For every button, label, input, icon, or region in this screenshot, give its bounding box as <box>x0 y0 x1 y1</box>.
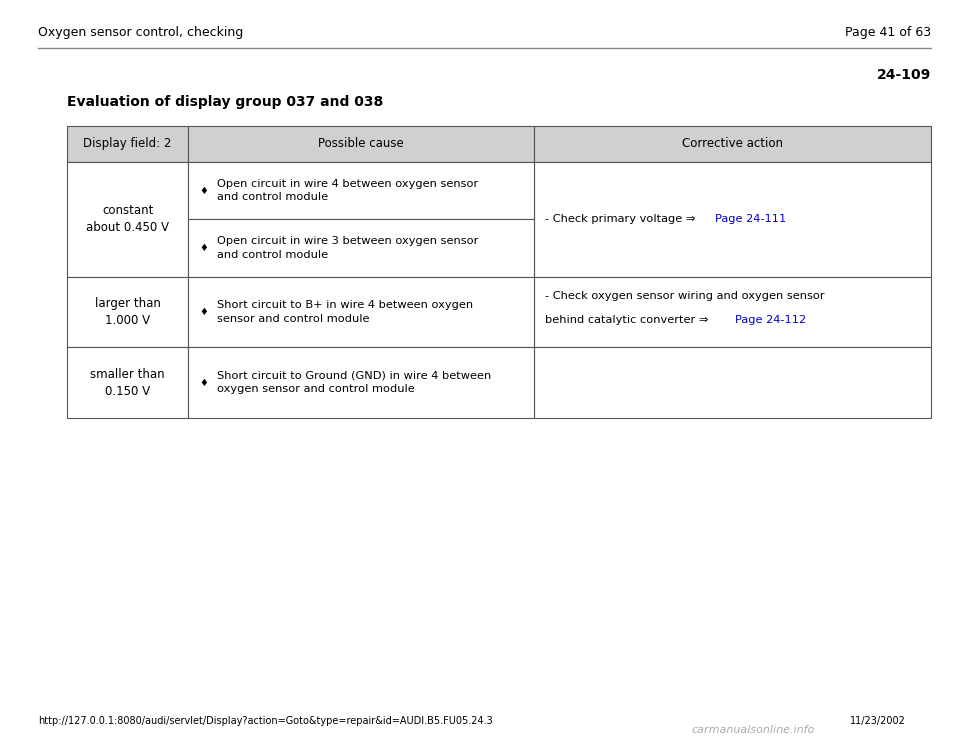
Text: Page 24-111: Page 24-111 <box>715 214 786 224</box>
Text: Possible cause: Possible cause <box>318 137 404 151</box>
FancyBboxPatch shape <box>534 162 931 277</box>
FancyBboxPatch shape <box>534 347 931 418</box>
Text: carmanualsonline.info: carmanualsonline.info <box>691 725 814 735</box>
Text: smaller than
0.150 V: smaller than 0.150 V <box>90 367 165 398</box>
Text: - Check primary voltage ⇒: - Check primary voltage ⇒ <box>545 214 699 224</box>
FancyBboxPatch shape <box>67 162 188 277</box>
Text: Display field: 2: Display field: 2 <box>84 137 172 151</box>
FancyBboxPatch shape <box>534 277 931 347</box>
FancyBboxPatch shape <box>534 126 931 162</box>
Text: ♦: ♦ <box>200 307 208 317</box>
Text: Evaluation of display group 037 and 038: Evaluation of display group 037 and 038 <box>67 95 383 109</box>
FancyBboxPatch shape <box>188 220 534 277</box>
FancyBboxPatch shape <box>67 277 188 347</box>
Text: larger than
1.000 V: larger than 1.000 V <box>95 297 160 327</box>
Text: Short circuit to B+ in wire 4 between oxygen
sensor and control module: Short circuit to B+ in wire 4 between ox… <box>217 301 473 324</box>
Text: Page 41 of 63: Page 41 of 63 <box>845 26 931 39</box>
Text: Corrective action: Corrective action <box>682 137 783 151</box>
Text: ♦: ♦ <box>200 243 208 253</box>
Text: Short circuit to Ground (GND) in wire 4 between
oxygen sensor and control module: Short circuit to Ground (GND) in wire 4 … <box>217 371 492 394</box>
FancyBboxPatch shape <box>67 126 188 162</box>
Text: Open circuit in wire 3 between oxygen sensor
and control module: Open circuit in wire 3 between oxygen se… <box>217 237 478 260</box>
Text: constant
about 0.450 V: constant about 0.450 V <box>86 204 169 234</box>
Text: http://127.0.0.1:8080/audi/servlet/Display?action=Goto&type=repair&id=AUDI.B5.FU: http://127.0.0.1:8080/audi/servlet/Displ… <box>38 716 493 726</box>
Text: - Check oxygen sensor wiring and oxygen sensor: - Check oxygen sensor wiring and oxygen … <box>545 291 825 301</box>
FancyBboxPatch shape <box>188 347 534 418</box>
FancyBboxPatch shape <box>188 162 534 220</box>
Text: 24-109: 24-109 <box>876 68 931 82</box>
Text: ♦: ♦ <box>200 378 208 387</box>
FancyBboxPatch shape <box>188 126 534 162</box>
Text: 11/23/2002: 11/23/2002 <box>850 716 905 726</box>
Text: behind catalytic converter ⇒: behind catalytic converter ⇒ <box>545 315 712 325</box>
Text: Open circuit in wire 4 between oxygen sensor
and control module: Open circuit in wire 4 between oxygen se… <box>217 179 478 202</box>
FancyBboxPatch shape <box>67 347 188 418</box>
Text: ♦: ♦ <box>200 186 208 195</box>
Text: Page 24-112: Page 24-112 <box>734 315 805 325</box>
Text: Oxygen sensor control, checking: Oxygen sensor control, checking <box>38 26 244 39</box>
FancyBboxPatch shape <box>188 277 534 347</box>
